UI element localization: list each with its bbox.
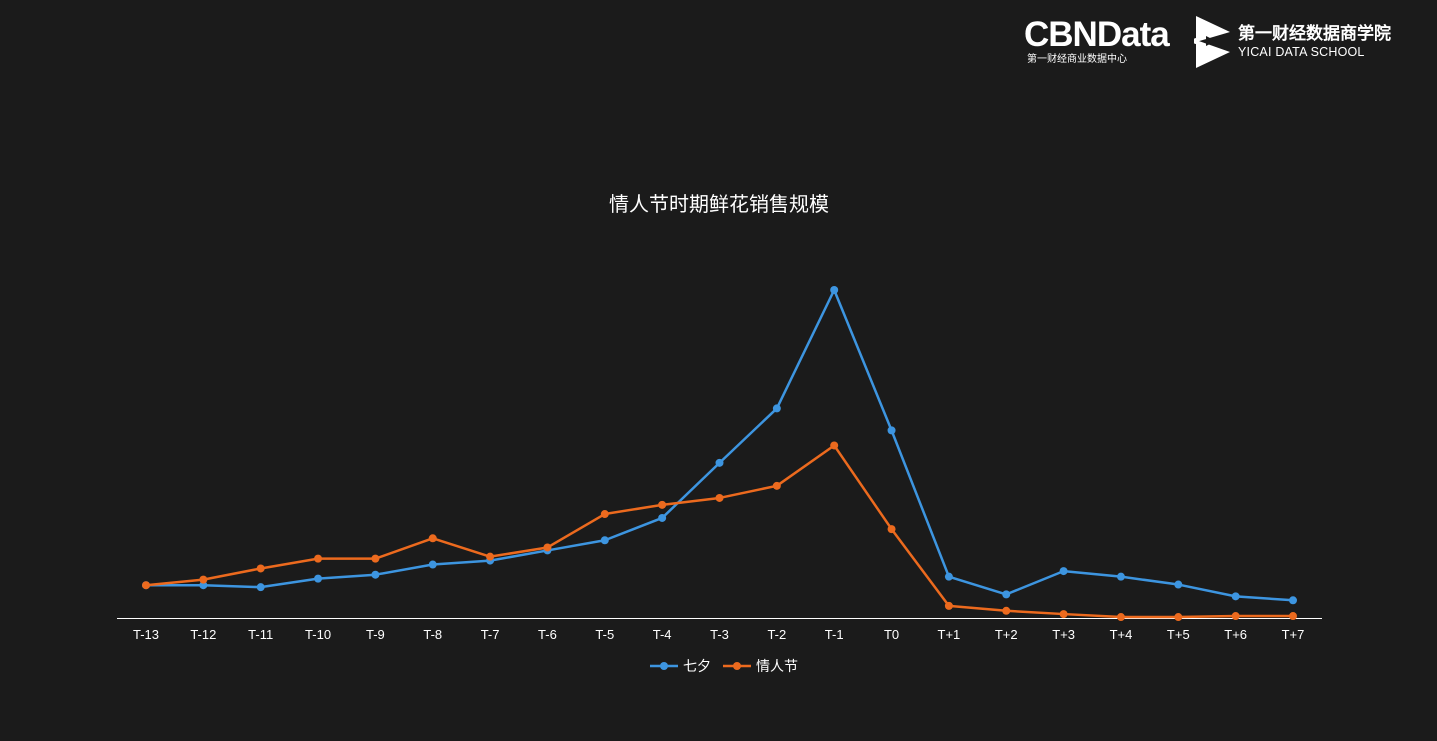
x-tick-label: T-1 [825, 627, 844, 642]
x-tick-label: T+1 [938, 627, 961, 642]
data-point [944, 601, 953, 610]
data-point [1174, 580, 1183, 589]
series-line [145, 444, 1293, 619]
x-tick-label: T-12 [190, 627, 216, 642]
x-tick-label: T-8 [423, 627, 442, 642]
data-point [428, 560, 437, 569]
data-point [658, 500, 667, 509]
x-tick-label: T-3 [710, 627, 729, 642]
data-point [772, 404, 781, 413]
yicai-triangle-icon [1194, 16, 1230, 68]
data-point [1116, 572, 1125, 581]
data-point [830, 441, 839, 450]
series-layer [142, 286, 1297, 622]
x-tick-label: T-7 [481, 627, 500, 642]
data-point [486, 552, 495, 561]
data-point [1174, 613, 1183, 622]
x-tick-label: T-4 [653, 627, 672, 642]
data-point [1231, 612, 1240, 621]
data-point [658, 513, 667, 522]
data-point [887, 426, 896, 435]
data-point [371, 570, 380, 579]
cbndata-wordmark: CBNData [1024, 15, 1170, 54]
branding-logos: CBNData 第一财经商业数据中心 第一财经数据商学院 YICAI DATA … [1024, 10, 1424, 72]
data-point [1059, 610, 1068, 619]
data-point [142, 581, 150, 590]
legend-item[interactable]: 情人节 [723, 659, 798, 675]
x-tick-label: T-9 [366, 627, 385, 642]
series-2 [142, 441, 1297, 622]
data-point [1231, 592, 1240, 601]
x-tick-label: T+3 [1052, 627, 1075, 642]
data-point [887, 525, 896, 534]
x-tick-label: T+5 [1167, 627, 1190, 642]
yicai-name-cn: 第一财经数据商学院 [1238, 24, 1391, 44]
data-point [1059, 567, 1068, 576]
data-point [314, 574, 323, 583]
data-point [944, 572, 953, 581]
legend: 七夕 情人节 [650, 659, 798, 675]
legend-marker-icon [733, 662, 741, 670]
data-point [1116, 613, 1125, 622]
data-point [314, 554, 323, 563]
data-point [543, 543, 552, 552]
data-point [1002, 606, 1011, 615]
data-point [371, 554, 380, 563]
x-tick-label: T-6 [538, 627, 557, 642]
x-tick-label: T-2 [767, 627, 786, 642]
data-point [1002, 590, 1011, 599]
legend-marker-icon [660, 662, 668, 670]
data-point [199, 575, 208, 584]
data-point [199, 581, 208, 590]
x-tick-label: T+2 [995, 627, 1018, 642]
data-point [600, 510, 609, 519]
data-point [428, 534, 437, 543]
series-line [146, 288, 1294, 602]
x-tick-label: T+6 [1224, 627, 1247, 642]
cbndata-logo: CBNData 第一财经商业数据中心 [1024, 16, 1184, 66]
legend-label: 七夕 [683, 659, 711, 675]
x-tick-labels: T-13 T-12 T-11 T-10 T-9 T-8 T-7 T-6 T-5 T-4 T-3 T-2… [133, 627, 1304, 642]
x-tick-label: T-11 [248, 627, 273, 642]
data-point [1289, 596, 1297, 605]
data-point [1289, 612, 1297, 621]
data-point [772, 481, 781, 490]
x-tick-label: T-5 [595, 627, 614, 642]
data-point [715, 458, 724, 467]
yicai-logo-text: 第一财经数据商学院 YICAI DATA SCHOOL [1238, 24, 1391, 60]
chart-title: 情人节时期鲜花销售规模 [609, 192, 829, 216]
legend-item[interactable]: 七夕 [650, 659, 711, 675]
legend-label: 情人节 [756, 659, 798, 675]
data-point [256, 564, 265, 573]
data-point [256, 583, 265, 592]
x-tick-label: T-13 [133, 627, 159, 642]
x-tick-label: T-10 [305, 627, 331, 642]
data-point [600, 536, 609, 545]
data-point [715, 493, 724, 502]
data-point [830, 286, 839, 294]
yicai-name-en: YICAI DATA SCHOOL [1238, 45, 1365, 59]
x-tick-label: T0 [884, 627, 899, 642]
cbndata-subtitle: 第一财经商业数据中心 [1027, 54, 1127, 65]
x-tick-label: T+4 [1110, 627, 1133, 642]
x-tick-label: T+7 [1282, 627, 1305, 642]
